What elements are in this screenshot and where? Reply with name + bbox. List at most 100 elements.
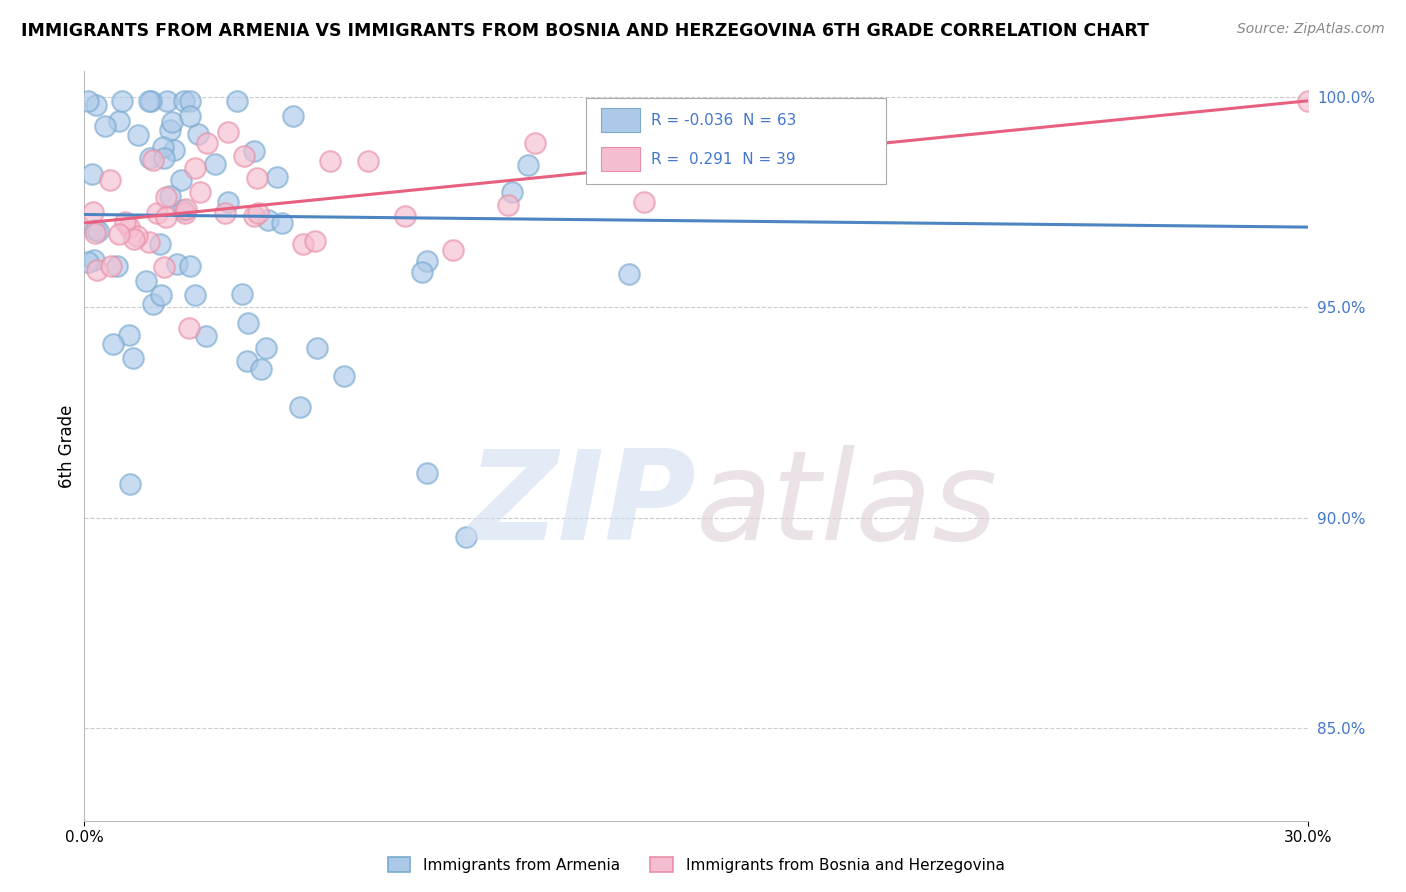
Point [159, 189, 181, 203]
FancyBboxPatch shape [600, 147, 640, 171]
FancyBboxPatch shape [586, 97, 886, 184]
Point [84, 226, 107, 240]
Point [145, 205, 167, 219]
Text: R = -0.036  N = 63: R = -0.036 N = 63 [651, 112, 796, 128]
Point [87, 224, 110, 238]
Point [517, 158, 540, 172]
Point [183, 288, 205, 302]
Point [357, 153, 380, 168]
Point [117, 219, 139, 234]
Text: atlas: atlas [696, 445, 998, 566]
Point [82, 205, 104, 219]
Point [138, 235, 160, 249]
Point [179, 94, 201, 108]
Point [83, 253, 105, 268]
Point [107, 227, 129, 241]
Text: R =  0.291  N = 39: R = 0.291 N = 39 [651, 152, 796, 167]
Point [77, 255, 100, 269]
Point [256, 213, 278, 227]
Point [1296, 94, 1319, 108]
Point [217, 195, 239, 210]
Point [163, 144, 186, 158]
Point [86, 263, 108, 277]
Legend: Immigrants from Armenia, Immigrants from Bosnia and Herzegovina: Immigrants from Armenia, Immigrants from… [380, 849, 1012, 880]
Point [142, 297, 165, 311]
Point [226, 94, 249, 108]
Point [204, 157, 226, 171]
Point [174, 202, 197, 216]
Point [724, 122, 747, 136]
Point [187, 127, 209, 141]
Point [179, 259, 201, 273]
Point [124, 232, 146, 246]
Point [138, 94, 160, 108]
Point [242, 209, 264, 223]
Point [120, 476, 142, 491]
Point [333, 369, 356, 384]
Point [441, 244, 464, 258]
Point [169, 173, 191, 187]
Point [179, 109, 201, 123]
Point [456, 530, 478, 544]
Point [153, 260, 176, 275]
Point [292, 236, 315, 251]
Point [254, 341, 277, 355]
Point [177, 321, 200, 335]
Point [305, 341, 328, 355]
Point [231, 287, 253, 301]
Point [155, 210, 177, 224]
Point [416, 466, 439, 480]
Point [214, 206, 236, 220]
Point [166, 257, 188, 271]
Point [266, 169, 288, 184]
Point [233, 148, 256, 162]
Text: IMMIGRANTS FROM ARMENIA VS IMMIGRANTS FROM BOSNIA AND HERZEGOVINA 6TH GRADE CORR: IMMIGRANTS FROM ARMENIA VS IMMIGRANTS FR… [21, 22, 1149, 40]
Point [411, 264, 433, 278]
Point [246, 171, 269, 186]
Point [290, 400, 312, 414]
Point [142, 153, 165, 167]
Point [304, 234, 326, 248]
Point [111, 94, 134, 108]
Point [107, 114, 129, 128]
Point [156, 94, 179, 108]
Point [127, 228, 149, 243]
Point [149, 237, 172, 252]
Point [617, 268, 640, 282]
Point [249, 362, 271, 376]
Point [238, 316, 260, 330]
Point [101, 337, 124, 351]
Point [415, 254, 437, 268]
Point [217, 125, 239, 139]
Point [496, 198, 519, 212]
Point [188, 185, 211, 199]
Point [173, 94, 195, 108]
Point [195, 136, 218, 150]
Point [523, 136, 546, 150]
Point [98, 173, 121, 187]
Point [155, 190, 177, 204]
Text: ZIP: ZIP [467, 445, 696, 566]
Point [121, 351, 143, 365]
Point [246, 206, 269, 220]
Point [319, 153, 342, 168]
Point [152, 139, 174, 153]
Point [149, 288, 172, 302]
Point [184, 161, 207, 176]
Point [174, 205, 197, 219]
Point [271, 216, 294, 230]
Point [501, 185, 523, 199]
FancyBboxPatch shape [600, 108, 640, 132]
Point [139, 151, 162, 165]
Y-axis label: 6th Grade: 6th Grade [58, 404, 76, 488]
Point [160, 115, 183, 129]
Point [152, 152, 174, 166]
Point [194, 329, 217, 343]
Point [159, 122, 181, 136]
Point [84, 97, 107, 112]
Point [94, 119, 117, 133]
Point [84, 223, 107, 237]
Point [172, 202, 194, 217]
Point [283, 109, 305, 123]
Point [139, 94, 162, 108]
